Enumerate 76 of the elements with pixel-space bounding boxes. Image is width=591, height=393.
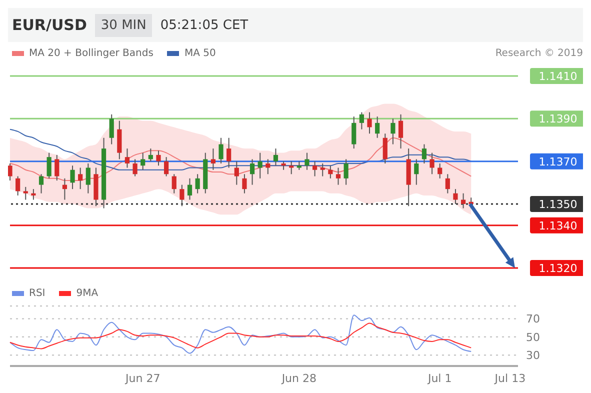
candlestick [430,152,434,175]
candlestick [328,165,333,179]
candlestick [234,160,239,186]
y-tick-label: 1.1370 [538,155,578,168]
candlestick [172,174,176,194]
candlestick [210,148,216,170]
x-tick-label: Jun 27 [124,372,160,385]
candlestick [438,162,442,179]
candlestick [382,133,388,164]
y-tick-label: 70 [526,312,540,326]
candlestick [273,148,278,166]
candlestick [375,116,380,138]
candlestick [187,178,192,200]
candlestick [336,167,341,186]
candlestick [460,192,466,209]
candlestick [164,156,169,177]
candlestick [156,150,161,166]
line-series [10,322,472,350]
x-tick-label: Jul 13 [494,372,526,385]
candlestick [31,188,36,200]
legend-label: 9MA [75,288,98,299]
candlestick [8,162,12,182]
x-tick-label: Jul 1 [426,372,452,385]
chart-title: EUR/USD [12,16,87,34]
candlestick [218,137,224,164]
candlestick [258,152,262,179]
candlestick [250,158,255,186]
y-tick-label: 1.1320 [538,262,578,275]
candlestick [62,178,68,200]
x-tick-label: Jun 28 [280,372,317,385]
y-tick-label: 50 [526,330,540,344]
candlestick [289,160,294,175]
candlestick [46,152,52,179]
candlestick [453,188,458,204]
candlestick [148,148,153,162]
candlestick [140,152,146,170]
text: Research © 2019 [495,48,583,59]
candlestick [414,158,419,186]
candlestick [117,120,122,160]
candlestick [23,186,28,200]
candlestick [320,162,325,177]
candlestick [109,114,114,145]
candlestick [312,160,318,177]
candlestick [344,158,348,186]
candlestick [304,152,310,170]
y-tick-label: 1.1390 [538,112,578,126]
candlestick [398,114,404,150]
candlestick [242,174,247,194]
candlestick [54,154,60,182]
candlestick [132,158,138,177]
candlestick [226,137,232,168]
candlestick [359,112,364,130]
y-tick-label: 1.1350 [538,198,578,211]
legend-label: MA 20 + Bollinger Bands [28,48,154,59]
legend-label: RSI [28,288,46,299]
candlestick [70,165,75,190]
candlestick [390,118,396,145]
candlestick [78,167,83,190]
candlestick [352,116,356,150]
candlestick [422,144,427,164]
candlestick [195,174,200,194]
legend-label: MA 50 [183,48,216,59]
candlestick [445,174,450,194]
y-tick-label: 30 [526,348,540,362]
candlestick [124,148,130,168]
y-tick-label: 1.1410 [538,70,578,83]
y-tick-label: 1.1340 [538,219,578,232]
candlestick [266,158,270,175]
line-series [10,314,472,354]
candlestick [16,176,20,196]
text: 30 MIN [94,14,152,36]
candlestick [38,174,44,194]
candlestick [367,112,372,134]
candlestick [180,184,184,207]
text: 05:21:05 CET [160,18,248,32]
candlestick [86,162,90,194]
